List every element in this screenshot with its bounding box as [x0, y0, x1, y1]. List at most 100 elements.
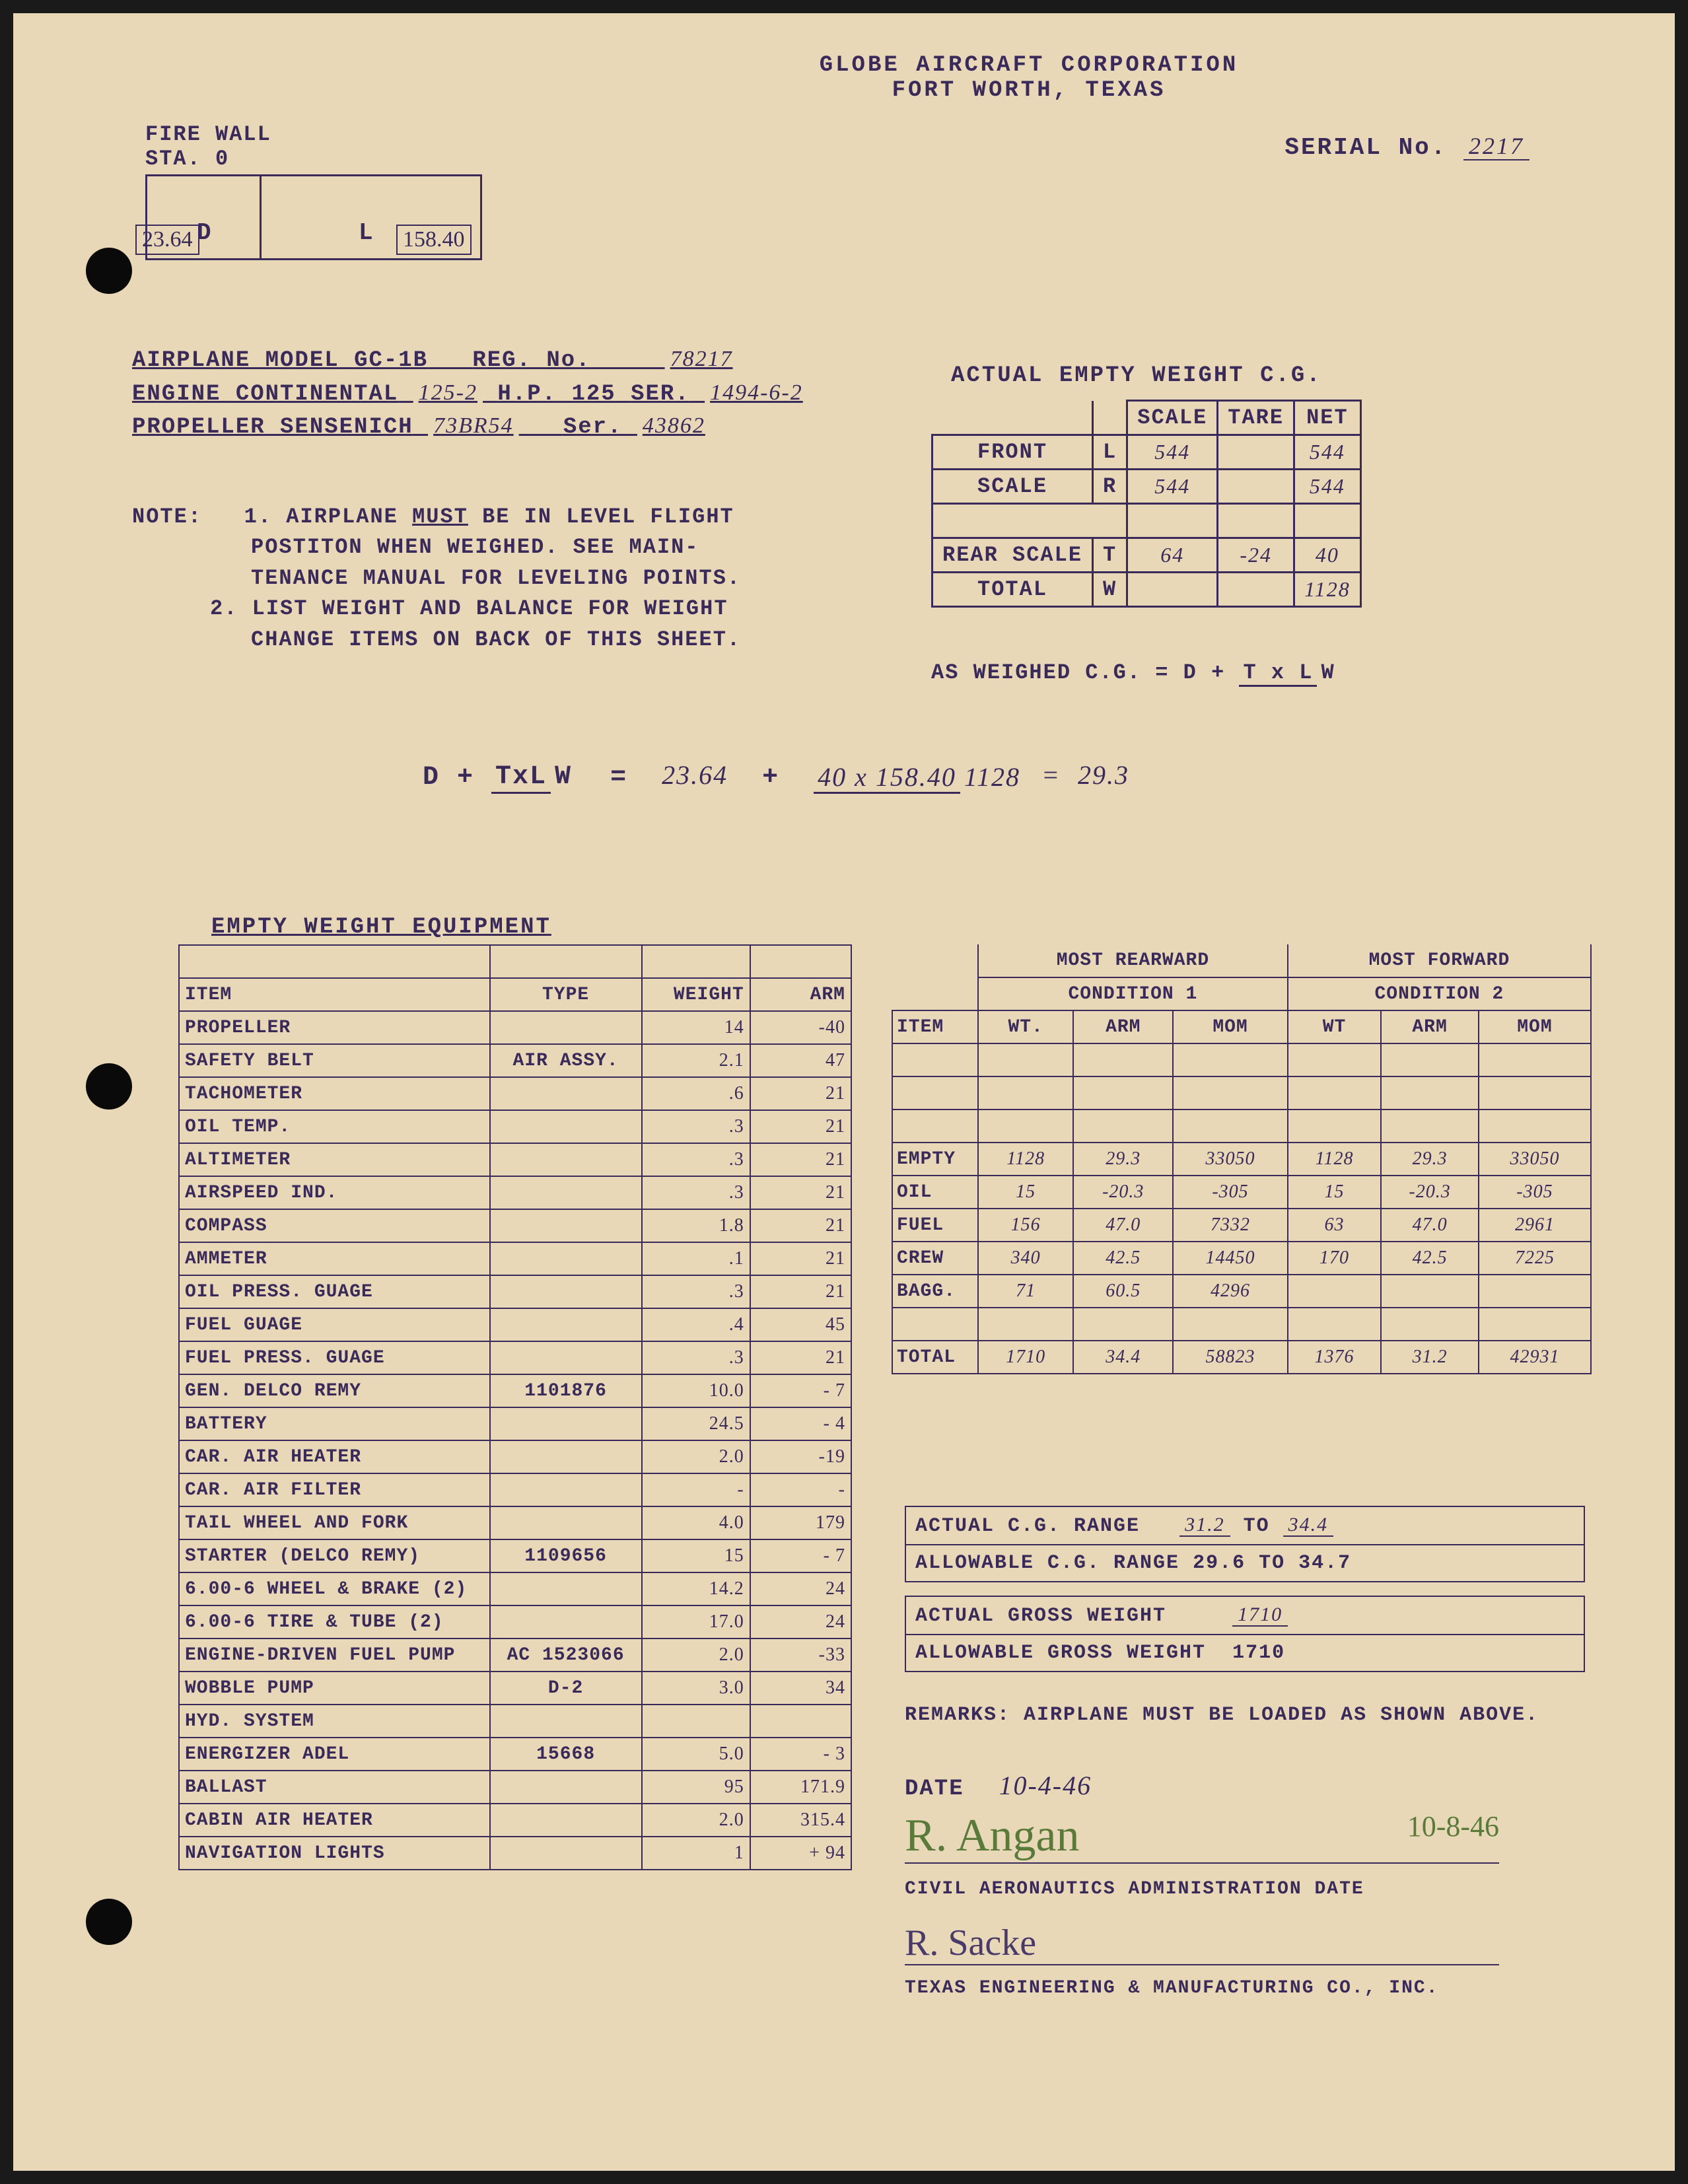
equip-row: BATTERY 24.5 - 4	[179, 1407, 851, 1440]
corp-name: GLOBE AIRCRAFT CORPORATION	[462, 53, 1596, 78]
equip-item: TAIL WHEEL AND FORK	[179, 1506, 490, 1539]
prop-label: PROPELLER SENSENICH	[132, 415, 413, 440]
remarks-text: AIRPLANE MUST BE LOADED AS SHOWN ABOVE.	[1024, 1704, 1539, 1726]
equip-h-weight: WEIGHT	[642, 978, 750, 1011]
firewall-sta: STA. 0	[145, 147, 482, 171]
cond-wt2	[1288, 1275, 1381, 1308]
serial-number: SERIAL No. 2217	[1284, 132, 1530, 161]
corp-city: FORT WORTH, TEXAS	[462, 78, 1596, 103]
equip-arm	[750, 1705, 851, 1738]
date-line: DATE 10-4-46	[905, 1770, 1097, 1802]
allow-cg-from: 29.6	[1193, 1552, 1246, 1574]
equip-weight: -	[642, 1473, 750, 1506]
cond-arm1	[1073, 1043, 1173, 1076]
engine-model: 125-2	[413, 380, 483, 405]
equip-type: 15668	[490, 1738, 642, 1771]
cond-rear-title: MOST REARWARD	[978, 944, 1288, 977]
equip-item: CAR. AIR FILTER	[179, 1473, 490, 1506]
equip-weight: .3	[642, 1110, 750, 1143]
equip-weight: 5.0	[642, 1738, 750, 1771]
equip-item: ALTIMETER	[179, 1143, 490, 1176]
cond-h-arm1: ARM	[1073, 1010, 1173, 1043]
equip-row: PROPELLER 14 -40	[179, 1011, 851, 1044]
engine-serial: 1494-6-2	[705, 380, 808, 405]
equip-type	[490, 1176, 642, 1209]
cond-wt1	[978, 1110, 1073, 1143]
header-corporation: GLOBE AIRCRAFT CORPORATION FORT WORTH, T…	[462, 53, 1596, 103]
f-txl: TxL	[491, 762, 551, 794]
equip-row: AMMETER .1 21	[179, 1242, 851, 1275]
equip-weight: 2.0	[642, 1638, 750, 1672]
cond-mom1	[1173, 1043, 1288, 1076]
cond-arm1: 47.0	[1073, 1209, 1173, 1242]
cond-wt2	[1288, 1308, 1381, 1341]
caa-label: CIVIL AERONAUTICS ADMINISTRATION DATE	[905, 1879, 1364, 1899]
equip-arm: 21	[750, 1242, 851, 1275]
reg-value: 78217	[665, 347, 738, 371]
cond-mom2: 2961	[1479, 1209, 1591, 1242]
equip-item: SAFETY BELT	[179, 1044, 490, 1077]
equip-item: FUEL PRESS. GUAGE	[179, 1341, 490, 1374]
cond-mom1	[1173, 1308, 1288, 1341]
equip-arm: 47	[750, 1044, 851, 1077]
airplane-model-label: AIRPLANE MODEL	[132, 348, 339, 373]
equip-row: WOBBLE PUMP D-2 3.0 34	[179, 1672, 851, 1705]
sig1-date: 10-8-46	[1407, 1810, 1499, 1843]
note-1d: POSTITON WHEN WEIGHED. SEE MAIN-	[251, 532, 741, 563]
equip-arm: 21	[750, 1341, 851, 1374]
equip-row: HYD. SYSTEM	[179, 1705, 851, 1738]
cond-mom2	[1479, 1110, 1591, 1143]
cond-row	[892, 1110, 1591, 1143]
equip-type	[490, 1473, 642, 1506]
equipment-title: EMPTY WEIGHT EQUIPMENT	[211, 915, 551, 940]
cond-h-mom2: MOM	[1479, 1010, 1591, 1043]
cond-1-label: CONDITION 1	[978, 977, 1288, 1010]
equip-row: FUEL GUAGE .4 45	[179, 1308, 851, 1341]
equip-row: CAR. AIR HEATER 2.0 -19	[179, 1440, 851, 1473]
engine-label: ENGINE CONTINENTAL	[132, 382, 398, 407]
cond-arm1	[1073, 1076, 1173, 1110]
cond-row	[892, 1043, 1591, 1076]
note-label: NOTE:	[132, 505, 202, 529]
cond-arm1: 60.5	[1073, 1275, 1173, 1308]
equip-type: AIR ASSY.	[490, 1044, 642, 1077]
cond-item: FUEL	[892, 1209, 978, 1242]
allow-gw-val: 1710	[1232, 1642, 1285, 1664]
cg-col-net: NET	[1294, 401, 1361, 435]
cond-arm2: 42.5	[1381, 1242, 1479, 1275]
equip-type	[490, 1705, 642, 1738]
cond-wt1: 1710	[978, 1341, 1073, 1374]
equip-weight: 2.0	[642, 1804, 750, 1837]
cond-row: CREW 340 42.5 14450 170 42.5 7225	[892, 1242, 1591, 1275]
cond-row: EMPTY 1128 29.3 33050 1128 29.3 33050	[892, 1143, 1591, 1176]
f-dval: 23.64	[662, 760, 728, 790]
equip-type	[490, 1341, 642, 1374]
equip-row: ENGINE-DRIVEN FUEL PUMP AC 1523066 2.0 -…	[179, 1638, 851, 1672]
remarks-label: REMARKS:	[905, 1704, 1010, 1726]
equip-item: STARTER (DELCO REMY)	[179, 1539, 490, 1572]
equip-row: 6.00-6 WHEEL & BRAKE (2) 14.2 24	[179, 1572, 851, 1605]
cg-val: -24	[1218, 538, 1294, 573]
cond-mom2	[1479, 1076, 1591, 1110]
cond-arm2: 47.0	[1381, 1209, 1479, 1242]
cond-row: FUEL 156 47.0 7332 63 47.0 2961	[892, 1209, 1591, 1242]
equip-item: TACHOMETER	[179, 1077, 490, 1110]
texco-label: TEXAS ENGINEERING & MANUFACTURING CO., I…	[905, 1978, 1439, 1998]
equip-item: ENERGIZER ADEL	[179, 1738, 490, 1771]
note-2b: CHANGE ITEMS ON BACK OF THIS SHEET.	[251, 625, 741, 655]
equip-type	[490, 1143, 642, 1176]
equip-type	[490, 1011, 642, 1044]
cg-col-scale: SCALE	[1127, 401, 1218, 435]
equip-type	[490, 1242, 642, 1275]
equip-item: CABIN AIR HEATER	[179, 1804, 490, 1837]
cond-wt2: 1376	[1288, 1341, 1381, 1374]
cond-mom2	[1479, 1275, 1591, 1308]
equip-item: NAVIGATION LIGHTS	[179, 1837, 490, 1870]
equip-weight: 24.5	[642, 1407, 750, 1440]
cond-item: OIL	[892, 1176, 978, 1209]
equip-arm: 171.9	[750, 1771, 851, 1804]
equip-type: 1101876	[490, 1374, 642, 1407]
equip-row: NAVIGATION LIGHTS 1 + 94	[179, 1837, 851, 1870]
cond-arm1	[1073, 1110, 1173, 1143]
equip-item: CAR. AIR HEATER	[179, 1440, 490, 1473]
